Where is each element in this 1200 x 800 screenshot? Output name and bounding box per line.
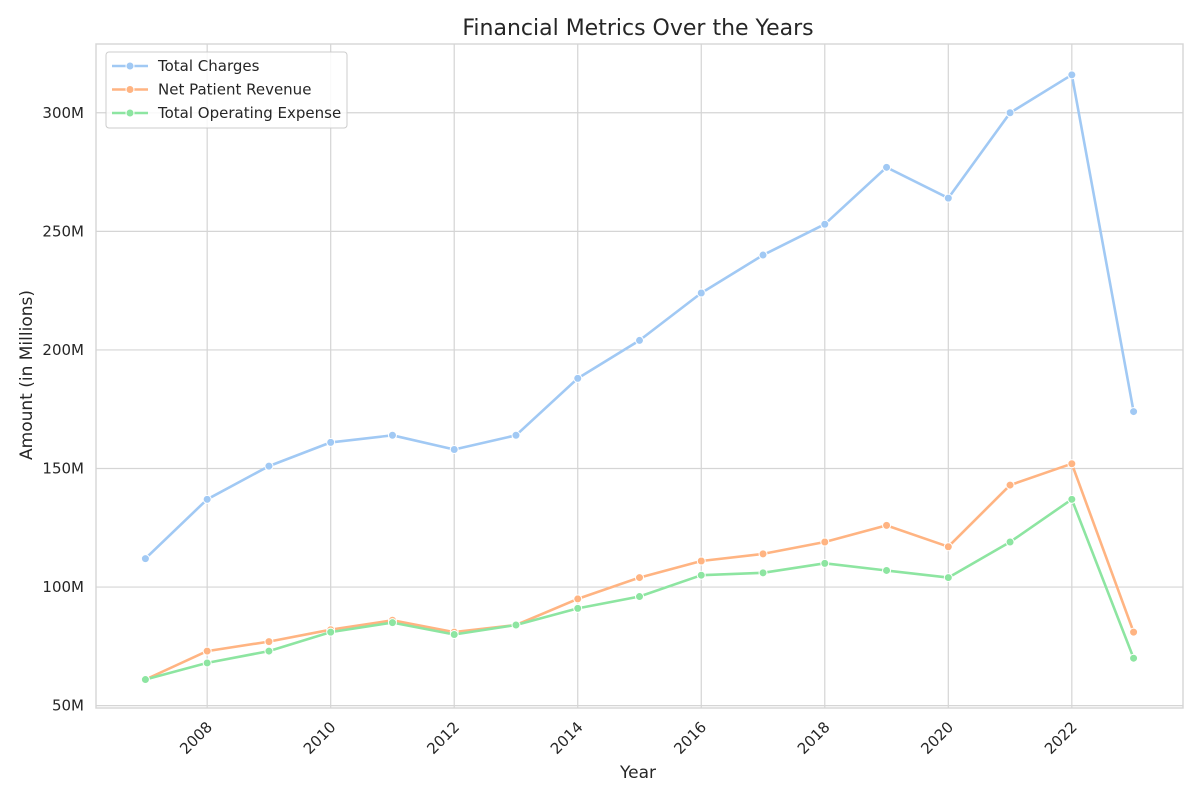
x-tick-label: 2014 (547, 718, 587, 758)
y-tick-label: 250M (42, 222, 84, 240)
legend-label: Total Charges (157, 57, 260, 75)
y-axis-label: Amount (in Millions) (17, 290, 37, 460)
data-point-total-operating-expense (820, 558, 830, 568)
data-point-total-operating-expense (696, 570, 706, 580)
data-point-total-charges (882, 162, 892, 172)
legend-marker (125, 61, 135, 71)
data-point-total-charges (1005, 108, 1015, 118)
legend: Total Charges Net Patient Revenue Total Op… (105, 51, 348, 129)
data-point-total-charges (820, 219, 830, 229)
y-tick-label: 200M (42, 341, 84, 359)
data-point-total-charges (202, 494, 212, 504)
data-point-total-charges (696, 288, 706, 298)
y-tick-label: 300M (42, 104, 84, 122)
data-point-total-operating-expense (202, 658, 212, 668)
data-point-total-charges (758, 250, 768, 260)
data-point-net-patient-revenue (1129, 627, 1139, 637)
x-tick-label: 2008 (176, 718, 216, 758)
x-tick-label: 2012 (423, 718, 463, 758)
data-point-net-patient-revenue (758, 549, 768, 559)
legend-box (105, 51, 348, 129)
data-point-total-charges (943, 193, 953, 203)
y-tick-label: 100M (42, 578, 84, 596)
data-point-total-operating-expense (943, 573, 953, 583)
data-point-net-patient-revenue (943, 542, 953, 552)
data-point-total-operating-expense (758, 568, 768, 578)
chart-title: Financial Metrics Over the Years (462, 16, 813, 41)
data-point-total-charges (264, 461, 274, 471)
data-point-total-operating-expense (387, 618, 397, 628)
plot-frame (95, 43, 1184, 709)
x-tick-label: 2010 (300, 718, 340, 758)
legend-label: Total Operating Expense (157, 104, 341, 122)
data-point-total-operating-expense (264, 646, 274, 656)
data-point-net-patient-revenue (820, 537, 830, 547)
data-point-total-operating-expense (635, 592, 644, 602)
data-point-total-charges (1067, 70, 1077, 80)
data-point-total-operating-expense (573, 603, 583, 613)
y-tick-label: 50M (52, 697, 84, 715)
data-point-total-operating-expense (449, 629, 459, 639)
data-point-net-patient-revenue (1067, 459, 1077, 469)
x-tick-label: 2022 (1041, 718, 1081, 758)
data-point-total-operating-expense (882, 565, 892, 575)
data-point-net-patient-revenue (264, 637, 274, 647)
data-point-net-patient-revenue (882, 520, 892, 530)
x-tick-label: 2018 (794, 718, 834, 758)
data-point-total-charges (573, 373, 583, 383)
data-point-total-operating-expense (326, 627, 336, 637)
legend-marker (125, 108, 135, 118)
data-point-total-charges (140, 554, 150, 564)
plot-background (96, 44, 1183, 708)
data-point-net-patient-revenue (573, 594, 583, 604)
data-point-total-operating-expense (1129, 653, 1139, 663)
y-tick-label: 150M (42, 459, 84, 477)
data-point-total-charges (511, 430, 521, 440)
data-point-total-charges (326, 437, 336, 447)
plot-area: 50M 100M 150M 200M 250M 300M 2008 2010 2012 2014 2… (42, 43, 1184, 758)
data-point-net-patient-revenue (202, 646, 212, 656)
data-point-net-patient-revenue (635, 573, 644, 583)
data-point-total-operating-expense (1067, 494, 1077, 504)
data-point-total-charges (387, 430, 397, 440)
legend-marker (125, 85, 135, 94)
x-tick-label: 2016 (670, 718, 710, 758)
x-tick-label: 2020 (917, 718, 957, 758)
data-point-total-operating-expense (140, 675, 150, 685)
x-axis-label: Year (619, 763, 656, 783)
legend-label: Net Patient Revenue (158, 81, 311, 99)
data-point-total-operating-expense (511, 620, 521, 630)
data-point-net-patient-revenue (696, 556, 706, 566)
data-point-net-patient-revenue (1005, 480, 1015, 490)
data-point-total-operating-expense (1005, 537, 1015, 547)
data-point-total-charges (449, 445, 459, 455)
data-point-total-charges (1129, 407, 1139, 417)
data-point-total-charges (635, 335, 644, 345)
